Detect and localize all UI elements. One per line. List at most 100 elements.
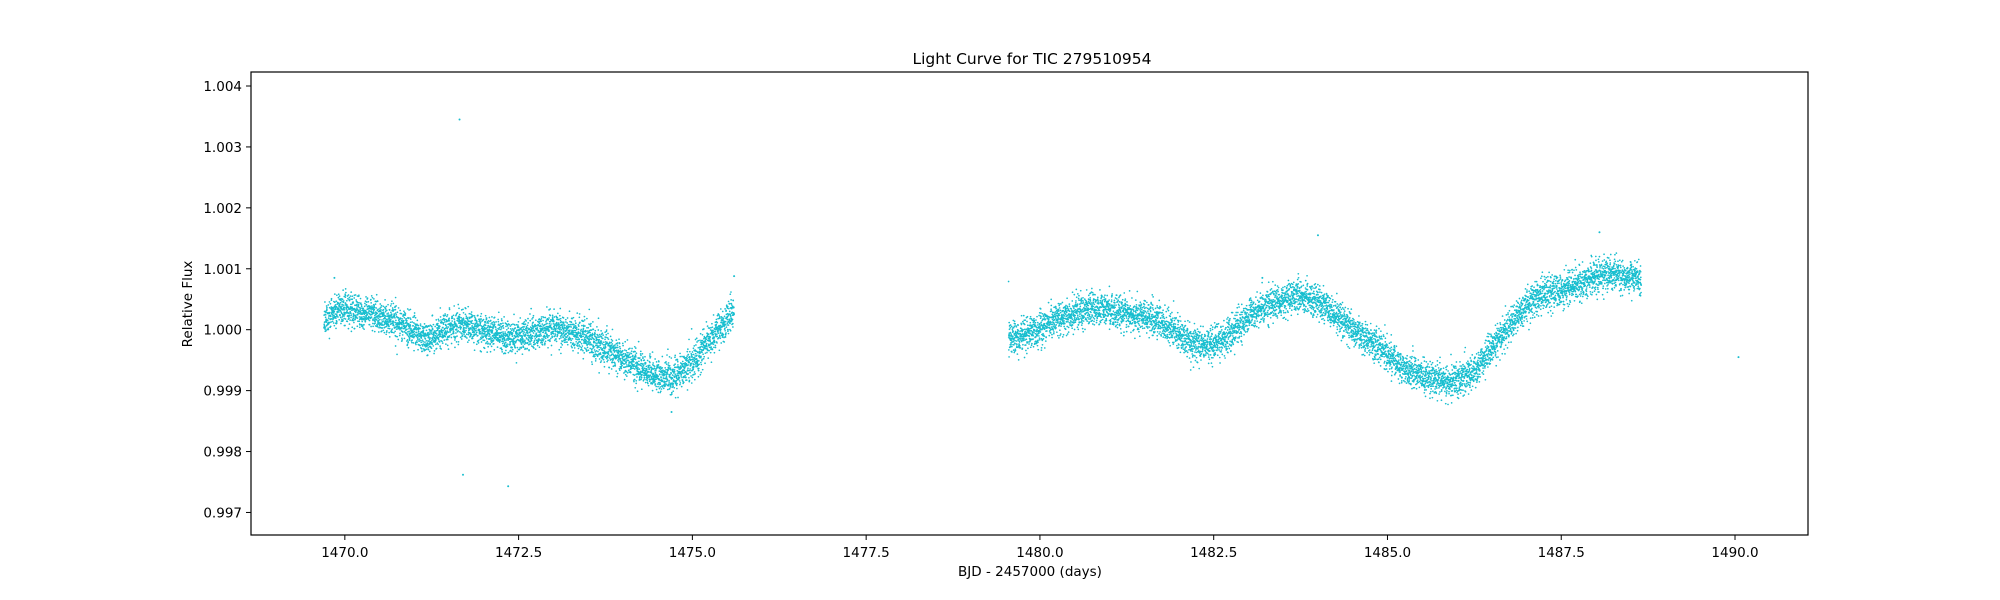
data-point — [579, 341, 582, 343]
data-point — [448, 319, 451, 322]
data-point — [576, 335, 579, 337]
data-point — [601, 337, 604, 340]
data-point — [1040, 346, 1043, 349]
data-point — [656, 383, 659, 385]
data-point — [558, 348, 561, 351]
data-point — [330, 299, 333, 301]
data-point — [697, 367, 700, 370]
data-point — [421, 339, 424, 341]
data-point — [448, 307, 451, 309]
data-point — [515, 339, 518, 342]
data-point — [1021, 333, 1024, 335]
data-point — [1068, 305, 1071, 308]
data-point — [413, 349, 415, 352]
data-point — [703, 328, 705, 330]
data-point — [424, 326, 426, 329]
data-point — [664, 366, 667, 369]
data-point — [607, 359, 609, 362]
data-point — [600, 329, 602, 332]
data-point — [394, 317, 396, 319]
data-point — [375, 319, 378, 321]
data-point — [468, 312, 471, 315]
data-point — [534, 324, 537, 327]
data-point — [728, 302, 731, 305]
data-point — [495, 320, 497, 323]
data-point — [1075, 288, 1078, 291]
data-point — [405, 319, 408, 322]
data-point — [714, 346, 717, 349]
data-point — [640, 359, 643, 362]
data-point — [455, 332, 457, 334]
data-point — [666, 379, 669, 381]
data-point — [428, 340, 430, 342]
data-point — [487, 345, 490, 348]
data-point — [353, 297, 356, 299]
data-point — [368, 323, 371, 326]
data-point — [390, 303, 393, 305]
data-point — [323, 324, 326, 327]
data-point — [698, 360, 700, 362]
data-point — [549, 320, 552, 323]
data-point — [700, 355, 702, 358]
data-point — [657, 366, 659, 369]
data-point — [488, 332, 491, 335]
data-point — [526, 338, 528, 340]
data-point — [476, 321, 478, 323]
data-point — [661, 355, 664, 358]
data-point — [598, 346, 600, 349]
data-point — [554, 339, 556, 342]
data-point — [430, 325, 433, 328]
data-point — [545, 331, 547, 333]
data-point — [462, 308, 464, 311]
data-point — [662, 370, 664, 373]
data-point — [726, 305, 729, 308]
data-point — [394, 330, 396, 333]
data-point — [633, 378, 636, 381]
data-point — [685, 362, 688, 365]
data-point — [1077, 297, 1080, 300]
data-point — [442, 329, 445, 332]
data-point — [704, 352, 707, 355]
data-point — [624, 373, 627, 376]
data-point — [1020, 314, 1023, 317]
data-point — [329, 302, 332, 305]
data-point — [1074, 301, 1077, 304]
data-point — [1039, 325, 1042, 327]
data-point — [550, 323, 552, 325]
data-point — [672, 390, 675, 393]
data-point — [625, 361, 628, 363]
data-point — [342, 289, 344, 292]
data-point — [473, 349, 476, 352]
data-point — [670, 357, 673, 359]
data-point — [346, 320, 349, 323]
data-point — [542, 339, 545, 342]
data-point — [396, 353, 398, 356]
data-point — [551, 336, 554, 339]
data-point — [507, 351, 510, 354]
data-point — [566, 341, 568, 343]
data-point — [493, 322, 496, 324]
data-point — [540, 330, 542, 333]
data-point — [693, 378, 696, 381]
data-point — [1019, 344, 1021, 347]
data-point — [1040, 321, 1043, 324]
data-point — [570, 341, 572, 344]
data-point — [690, 382, 693, 384]
data-point — [514, 346, 517, 349]
data-point — [674, 354, 677, 357]
data-point — [374, 319, 376, 322]
data-point — [364, 300, 367, 303]
data-point — [392, 324, 395, 327]
data-point — [1075, 296, 1078, 299]
data-point — [453, 326, 456, 328]
data-point — [417, 338, 419, 341]
data-point — [1045, 336, 1048, 339]
data-point — [570, 345, 573, 347]
data-point — [1076, 293, 1079, 295]
data-point — [446, 313, 449, 316]
data-point — [665, 363, 668, 365]
data-point — [526, 347, 529, 350]
data-point — [443, 339, 446, 341]
data-point — [618, 345, 621, 348]
data-point — [657, 391, 660, 394]
